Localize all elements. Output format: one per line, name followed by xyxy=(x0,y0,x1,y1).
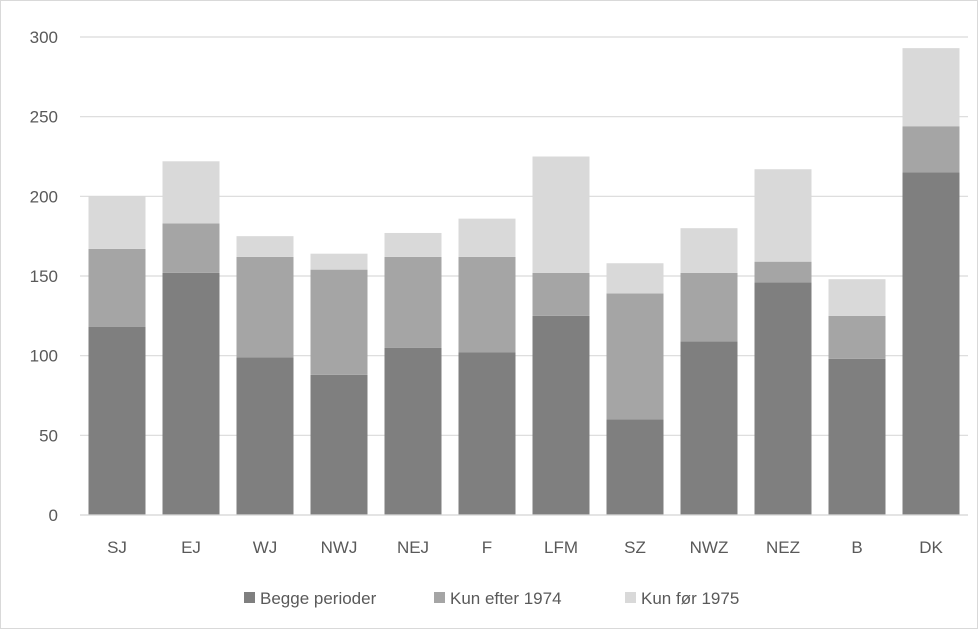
bar-segment-nej-series-1 xyxy=(384,347,442,515)
x-tick-label: NWJ xyxy=(321,538,358,557)
bar-segment-nwz-series-1 xyxy=(680,341,738,515)
bar-segment-nej-series-2 xyxy=(384,256,442,348)
bar-segment-sz-series-3 xyxy=(606,263,664,294)
x-tick-label: B xyxy=(851,538,862,557)
x-tick-label: EJ xyxy=(181,538,201,557)
bar-segment-ej-series-3 xyxy=(162,161,220,224)
bar-segment-sj-series-2 xyxy=(88,248,146,327)
legend-label-3: Kun før 1975 xyxy=(641,589,739,608)
legend-label-2: Kun efter 1974 xyxy=(450,589,562,608)
bar-segment-lfm-series-3 xyxy=(532,156,590,273)
bar-segment-dk-series-3 xyxy=(902,48,960,127)
bar-segment-nwj-series-3 xyxy=(310,253,368,270)
bar-segment-sz-series-2 xyxy=(606,293,664,420)
y-tick-label: 200 xyxy=(30,187,58,206)
bar-segment-nez-series-1 xyxy=(754,282,812,515)
bar-segment-dk-series-2 xyxy=(902,126,960,173)
y-tick-label: 50 xyxy=(39,426,58,445)
legend-swatch-1 xyxy=(244,592,255,603)
bar-segment-b-series-2 xyxy=(828,315,886,359)
bar-segment-wj-series-3 xyxy=(236,236,294,257)
bars xyxy=(88,48,960,515)
bar-segment-lfm-series-2 xyxy=(532,272,590,316)
bar-segment-nez-series-3 xyxy=(754,169,812,262)
bar-segment-nwj-series-1 xyxy=(310,374,368,515)
x-tick-label: LFM xyxy=(544,538,578,557)
y-tick-label: 150 xyxy=(30,267,58,286)
bar-segment-sz-series-1 xyxy=(606,419,664,515)
x-tick-label: WJ xyxy=(253,538,278,557)
y-tick-label: 0 xyxy=(49,506,58,525)
bar-segment-b-series-3 xyxy=(828,279,886,316)
bar-segment-f-series-1 xyxy=(458,352,516,515)
bar-segment-nwz-series-2 xyxy=(680,272,738,342)
y-tick-label: 250 xyxy=(30,108,58,127)
bar-segment-ej-series-1 xyxy=(162,272,220,515)
legend: Begge perioder Kun efter 1974 Kun før 1975 xyxy=(244,589,739,608)
x-tick-label: SZ xyxy=(624,538,646,557)
x-tick-label: NWZ xyxy=(690,538,729,557)
x-axis: SJ EJ WJ NWJ NEJ F LFM SZ NWZ NEZ B DK xyxy=(80,514,968,557)
bar-segment-dk-series-1 xyxy=(902,172,960,515)
legend-swatch-2 xyxy=(434,592,445,603)
x-tick-label: DK xyxy=(919,538,943,557)
bar-segment-sj-series-3 xyxy=(88,196,146,249)
x-tick-label: NEZ xyxy=(766,538,800,557)
bar-segment-nwj-series-2 xyxy=(310,269,368,375)
y-axis: 0 50 100 150 200 250 300 xyxy=(30,28,58,525)
bar-segment-b-series-1 xyxy=(828,358,886,515)
bar-segment-lfm-series-1 xyxy=(532,315,590,515)
bar-segment-ej-series-2 xyxy=(162,223,220,273)
x-tick-label: NEJ xyxy=(397,538,429,557)
x-tick-label: F xyxy=(482,538,492,557)
legend-swatch-3 xyxy=(625,592,636,603)
bar-segment-sj-series-1 xyxy=(88,326,146,515)
bar-segment-nej-series-3 xyxy=(384,232,442,257)
bar-segment-wj-series-1 xyxy=(236,357,294,515)
bar-segment-wj-series-2 xyxy=(236,256,294,358)
y-tick-label: 300 xyxy=(30,28,58,47)
bar-segment-nez-series-2 xyxy=(754,261,812,283)
legend-label-1: Begge perioder xyxy=(260,589,377,608)
bar-segment-f-series-3 xyxy=(458,218,516,257)
x-tick-label: SJ xyxy=(107,538,127,557)
y-tick-label: 100 xyxy=(30,347,58,366)
bar-segment-f-series-2 xyxy=(458,256,516,353)
bar-segment-nwz-series-3 xyxy=(680,228,738,273)
